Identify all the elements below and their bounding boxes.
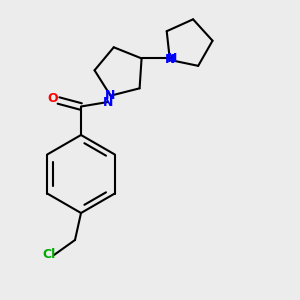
Text: O: O [48, 92, 58, 106]
Text: N: N [165, 53, 175, 67]
Text: N: N [103, 95, 113, 109]
Text: N: N [167, 52, 177, 65]
Text: Cl: Cl [42, 248, 55, 262]
Text: N: N [105, 89, 116, 102]
